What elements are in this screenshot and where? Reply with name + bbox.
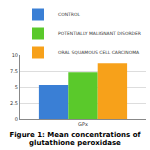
svg-text:ORAL SQUAMOUS CELL CARCINOMA: ORAL SQUAMOUS CELL CARCINOMA [58, 50, 140, 55]
svg-text:0: 0 [15, 116, 18, 122]
svg-text:2.5: 2.5 [10, 100, 18, 106]
html-text:Figure 1: Mean concentrations: Figure 1: Mean concentrations of glutath… [9, 131, 141, 147]
svg-text:POTENTIALLY MALIGNANT DISORDER: POTENTIALLY MALIGNANT DISORDER [58, 31, 141, 36]
svg-text:CONTROL: CONTROL [58, 12, 80, 17]
svg-text:GPx: GPx [78, 121, 88, 127]
svg-text:7.5: 7.5 [10, 68, 18, 74]
svg-text:10: 10 [12, 52, 18, 58]
svg-text:5: 5 [15, 84, 18, 90]
